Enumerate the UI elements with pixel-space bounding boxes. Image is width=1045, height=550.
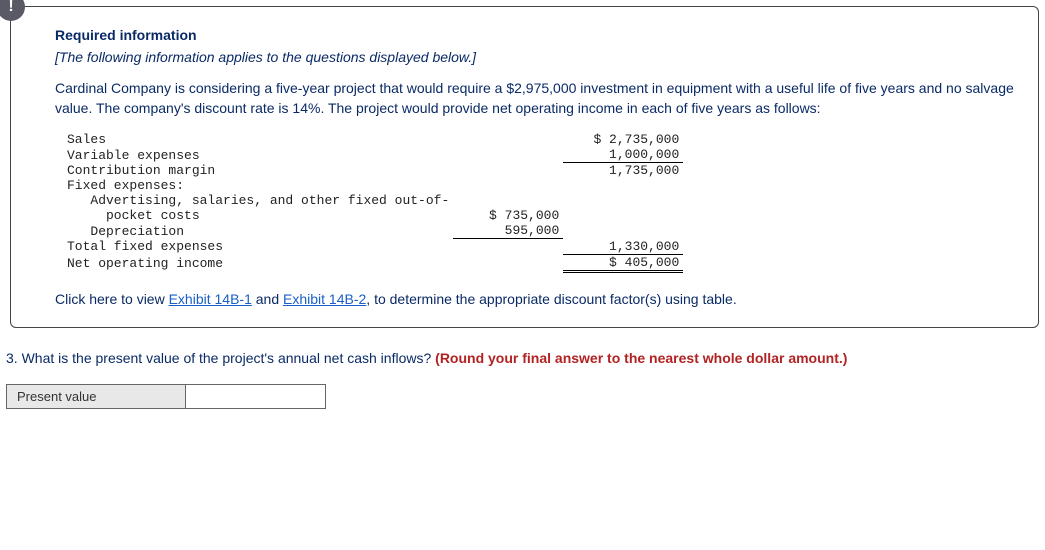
cell-blank (453, 239, 563, 255)
cell-blank (563, 193, 683, 208)
row-label: Depreciation (63, 223, 453, 239)
context-note: [The following information applies to th… (55, 49, 1014, 65)
cell-blank (453, 193, 563, 208)
cell-blank (453, 163, 563, 179)
intro-paragraph: Cardinal Company is considering a five-y… (55, 79, 1014, 118)
cell-blank (563, 223, 683, 239)
text-span: , to determine the appropriate discount … (366, 291, 736, 307)
cell-value: 595,000 (453, 223, 563, 239)
answer-label-cell: Present value (6, 384, 186, 409)
row-label: Total fixed expenses (63, 239, 453, 255)
cell-value: 1,000,000 (563, 147, 683, 163)
cell-value: 1,735,000 (563, 163, 683, 179)
row-label: Net operating income (63, 254, 453, 271)
income-statement-table: Sales $ 2,735,000 Variable expenses 1,00… (63, 132, 683, 273)
row-label: Variable expenses (63, 147, 453, 163)
cell-blank (453, 132, 563, 147)
cell-value: $ 735,000 (453, 208, 563, 223)
question-text: 3. What is the present value of the proj… (6, 350, 1039, 366)
cell-blank (563, 208, 683, 223)
cell-blank (453, 178, 563, 193)
exhibit-link-2[interactable]: Exhibit 14B-2 (283, 291, 366, 307)
required-heading: Required information (55, 27, 1014, 43)
cell-blank (453, 254, 563, 271)
row-label: Sales (63, 132, 453, 147)
answer-row: Present value (6, 384, 1039, 409)
text-span: Click here to view (55, 291, 169, 307)
exhibit-link-1[interactable]: Exhibit 14B-1 (169, 291, 252, 307)
row-label: Contribution margin (63, 163, 453, 179)
cell-blank (563, 178, 683, 193)
question-number: 3. (6, 350, 22, 366)
rounding-hint: (Round your final answer to the nearest … (435, 350, 847, 366)
row-label: pocket costs (63, 208, 453, 223)
cell-value: $ 405,000 (563, 254, 683, 271)
row-label: Fixed expenses: (63, 178, 453, 193)
present-value-input[interactable] (186, 384, 326, 409)
exhibit-line: Click here to view Exhibit 14B-1 and Exh… (55, 291, 1014, 307)
alert-icon: ! (0, 0, 25, 21)
cell-value: $ 2,735,000 (563, 132, 683, 147)
info-panel: ! Required information [The following in… (10, 6, 1039, 328)
cell-value: 1,330,000 (563, 239, 683, 255)
cell-blank (453, 147, 563, 163)
question-body: What is the present value of the project… (22, 350, 436, 366)
text-span: and (252, 291, 283, 307)
row-label: Advertising, salaries, and other fixed o… (63, 193, 453, 208)
